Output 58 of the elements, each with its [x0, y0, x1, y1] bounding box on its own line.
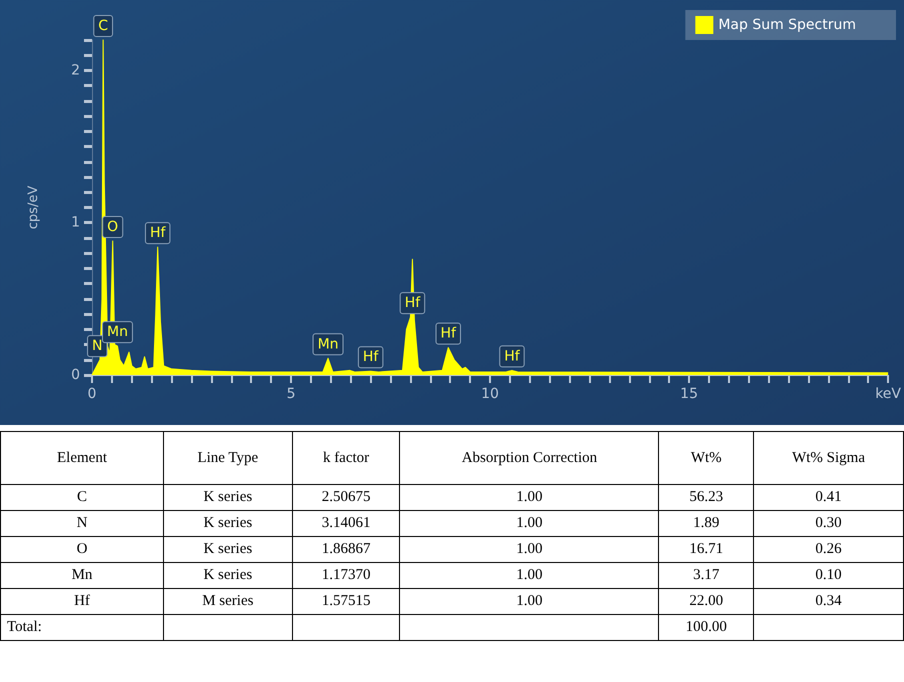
category-label: Wt% Sigma — [754, 432, 904, 484]
text: 1.00 — [516, 541, 543, 557]
text: 56.23 — [689, 489, 724, 505]
y-tick-label: 0 — [71, 367, 80, 383]
text: 3.14061 — [322, 515, 370, 531]
text: 2.50675 — [322, 489, 370, 505]
text: 100.00 — [686, 619, 727, 635]
text: O — [76, 541, 88, 557]
text: 1.00 — [516, 567, 543, 583]
category-label: Absorption Correction — [400, 432, 659, 484]
annotation: Hf — [504, 348, 521, 364]
text: Hf — [74, 593, 90, 609]
text: 1.00 — [516, 489, 543, 505]
annotation: N — [92, 338, 103, 354]
text: 3.17 — [693, 567, 720, 583]
x-tick-label: 10 — [481, 386, 499, 402]
y-tick-label: 2 — [71, 62, 80, 78]
legend-label: Map Sum Spectrum — [718, 17, 856, 33]
text: 0.10 — [815, 567, 842, 583]
text: 1.89 — [693, 515, 720, 531]
category-label: Element — [0, 432, 164, 484]
text: Mn — [72, 567, 92, 583]
text: K series — [203, 541, 252, 557]
category-label: Wt% — [658, 432, 754, 484]
text: 0.41 — [815, 489, 842, 505]
annotation: Hf — [404, 295, 422, 312]
text: 0.34 — [815, 593, 842, 609]
text: M series — [202, 593, 254, 609]
x-tick-label: 5 — [286, 386, 296, 402]
y-axis-title: cps/eV — [26, 186, 41, 230]
text: C — [76, 489, 87, 505]
category-label: k factor — [292, 432, 400, 484]
annotation: O — [107, 219, 118, 235]
text: 1.00 — [516, 515, 543, 531]
text: 0.30 — [815, 515, 842, 531]
x-tick-label: 15 — [680, 386, 698, 402]
text: 1.00 — [516, 593, 543, 609]
text: K series — [203, 567, 252, 583]
annotation: Hf — [150, 225, 166, 242]
category-label: Line Type — [164, 432, 292, 484]
text: Total: — [7, 619, 42, 635]
text: 1.17370 — [322, 567, 370, 583]
text: N — [76, 515, 88, 531]
x-tick-label: keV — [875, 386, 902, 402]
text: 0.26 — [815, 541, 842, 557]
text: K series — [203, 489, 252, 505]
text: 22.00 — [689, 593, 724, 609]
text: 1.57515 — [322, 593, 370, 609]
annotation: Hf — [440, 326, 458, 342]
annotation: Hf — [362, 349, 380, 366]
annotation: C — [98, 18, 108, 34]
x-tick-label: 0 — [88, 386, 96, 402]
y-tick-label: 1 — [71, 214, 80, 231]
text: K series — [203, 515, 252, 531]
annotation: Mn — [318, 336, 339, 352]
text: 16.71 — [689, 541, 724, 557]
text: 1.86867 — [322, 541, 370, 557]
annotation: Mn — [107, 324, 128, 340]
